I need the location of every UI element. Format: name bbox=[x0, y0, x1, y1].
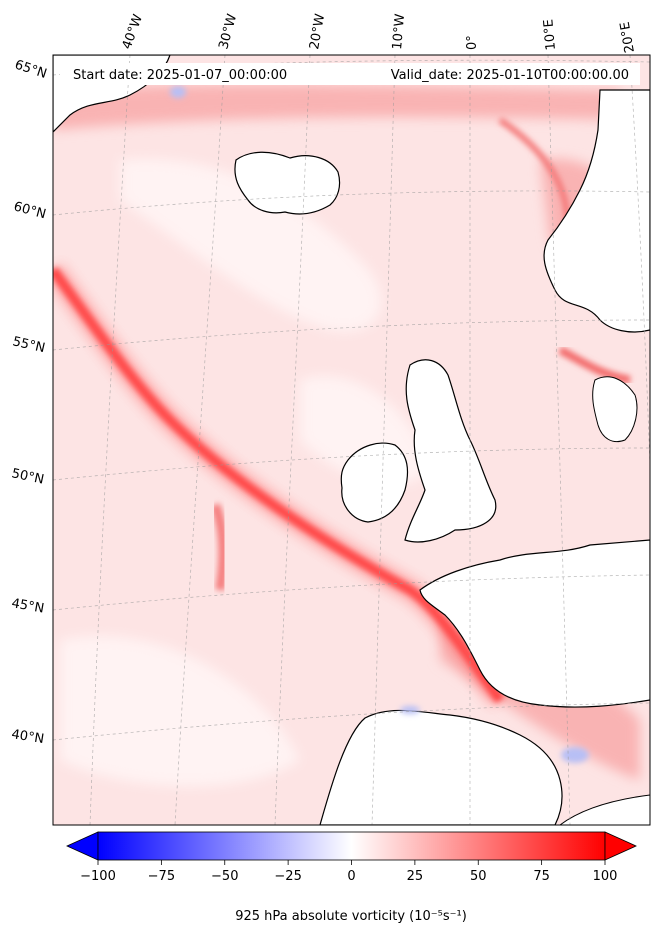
iberia-landmass bbox=[319, 709, 563, 825]
colorbar-tick-label: −25 bbox=[274, 869, 301, 884]
france-landmass bbox=[419, 539, 650, 708]
valid-date-label: Valid_date: 2025-01-10T00:00:00.00 bbox=[391, 68, 629, 83]
lon-label-0: 0° bbox=[465, 35, 480, 50]
colorbar-tick-label: 100 bbox=[593, 869, 618, 884]
lon-label-20w: 20°W bbox=[307, 13, 328, 51]
lon-label-20e: 20°E bbox=[618, 21, 638, 54]
colorbar: −100 −75 −50 −25 0 25 50 75 100 925 hPa absolute… bbox=[66, 831, 637, 924]
colorbar-extend-high bbox=[604, 831, 637, 861]
colorbar-tick-label: 0 bbox=[347, 869, 355, 884]
colorbar-tick-label: 50 bbox=[470, 869, 487, 884]
colorbar-tick-label: −100 bbox=[80, 869, 116, 884]
ireland-landmass bbox=[340, 442, 409, 523]
denmark-landmass bbox=[592, 376, 638, 443]
colorbar-tick-label: −50 bbox=[211, 869, 238, 884]
colorbar-tick-label: −75 bbox=[148, 869, 175, 884]
lat-label-55n: 55°N bbox=[11, 334, 46, 356]
lon-label-10w: 10°W bbox=[390, 13, 408, 50]
start-date-label: Start date: 2025-01-07_00:00:00 bbox=[73, 68, 287, 83]
colorbar-tick-label: 75 bbox=[533, 869, 550, 884]
colorbar-tick-label: 25 bbox=[407, 869, 424, 884]
lat-label-65n: 65°N bbox=[13, 58, 49, 82]
iceland-landmass bbox=[234, 151, 341, 215]
lat-label-45n: 45°N bbox=[10, 596, 45, 616]
vorticity-band-secondary bbox=[210, 503, 229, 591]
lon-label-40w: 40°W bbox=[120, 12, 146, 51]
colorbar-ticks: −100 −75 −50 −25 0 25 50 75 100 bbox=[80, 860, 617, 884]
colorbar-extend-low bbox=[66, 831, 99, 861]
gridlines bbox=[53, 55, 650, 825]
colorbar-label: 925 hPa absolute vorticity (10⁻⁵s⁻¹) bbox=[235, 909, 467, 924]
lat-label-40n: 40°N bbox=[10, 727, 45, 747]
lat-label-60n: 60°N bbox=[12, 199, 48, 222]
scandinavia-landmass bbox=[543, 89, 650, 333]
colorbar-gradient bbox=[97, 831, 606, 861]
map-frame bbox=[52, 54, 651, 826]
lon-label-30w: 30°W bbox=[216, 12, 240, 51]
map-panel bbox=[53, 55, 650, 825]
british-isles-landmass bbox=[404, 359, 497, 543]
lat-label-50n: 50°N bbox=[10, 466, 45, 487]
lon-label-10e: 10°E bbox=[541, 19, 559, 51]
